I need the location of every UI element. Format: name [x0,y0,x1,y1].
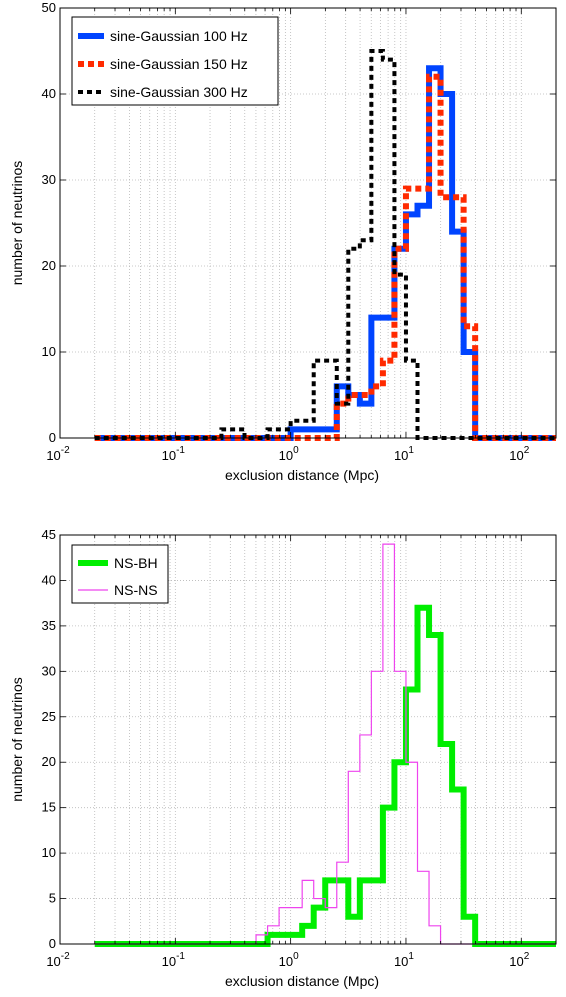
legend-label: sine-Gaussian 300 Hz [110,84,248,100]
axes-box [59,7,557,439]
y-tick-label: 45 [42,527,56,542]
y-tick-label: 20 [42,754,56,769]
series-line-sine-gaussian-300-hz [94,49,556,440]
y-tick-label: 10 [42,344,56,359]
y-tick-label: 10 [42,845,56,860]
y-tick-label: 15 [42,800,56,815]
x-tick-label: 10-2 [46,445,70,463]
x-tick-label: 10-1 [162,951,186,969]
y-tick-label: 30 [42,663,56,678]
y-tick-label: 25 [42,709,56,724]
axes-box [59,534,557,945]
legend-label: NS-BH [114,555,158,571]
x-tick-label: 101 [394,951,414,969]
y-tick-label: 40 [42,86,56,101]
x-tick-label: 101 [394,445,414,463]
y-tick-label: 40 [42,572,56,587]
y-axis-label: number of neutrinos [9,677,25,802]
x-axis-label: exclusion distance (Mpc) [225,973,379,989]
series-line-ns-ns [94,543,556,945]
y-tick-label: 50 [42,0,56,15]
x-tick-label: 10-1 [162,445,186,463]
series-line-sine-gaussian-150-hz [94,73,556,441]
legend-box [71,544,169,604]
x-axis-label: exclusion distance (Mpc) [225,467,379,483]
x-tick-label: 100 [279,445,299,463]
x-tick-label: 102 [509,445,529,463]
y-ticks: 0 5 10 15 20 25 30 35 40 45 [42,527,556,951]
x-tick-label: 100 [279,951,299,969]
y-tick-label: 20 [42,258,56,273]
y-tick-label: 5 [49,891,56,906]
legend-label: NS-NS [114,582,158,598]
y-tick-label: 30 [42,172,56,187]
y-tick-label: 0 [49,430,56,445]
legend: NS-BH NS-NS [71,544,169,604]
legend-label: sine-Gaussian 100 Hz [110,28,248,44]
legend-label: sine-Gaussian 150 Hz [110,56,248,72]
x-tick-label: 102 [509,951,529,969]
y-tick-label: 0 [49,936,56,951]
series-line-ns-bh [94,604,556,947]
y-ticks: 0 10 20 30 40 50 [42,0,556,445]
chart-panel-2: 10-2 10-1 100 101 102 0 5 10 15 20 25 30 35 40 45 exclu… [9,527,557,989]
x-ticks: 10-2 10-1 100 101 102 [46,535,557,969]
x-ticks: 10-2 10-1 100 101 102 [46,8,557,463]
legend-box [71,16,279,106]
x-tick-label: 10-2 [46,951,70,969]
y-axis-label: number of neutrinos [9,161,25,286]
y-tick-label: 35 [42,618,56,633]
legend: sine-Gaussian 100 Hz sine-Gaussian 150 Hz… [71,16,279,106]
